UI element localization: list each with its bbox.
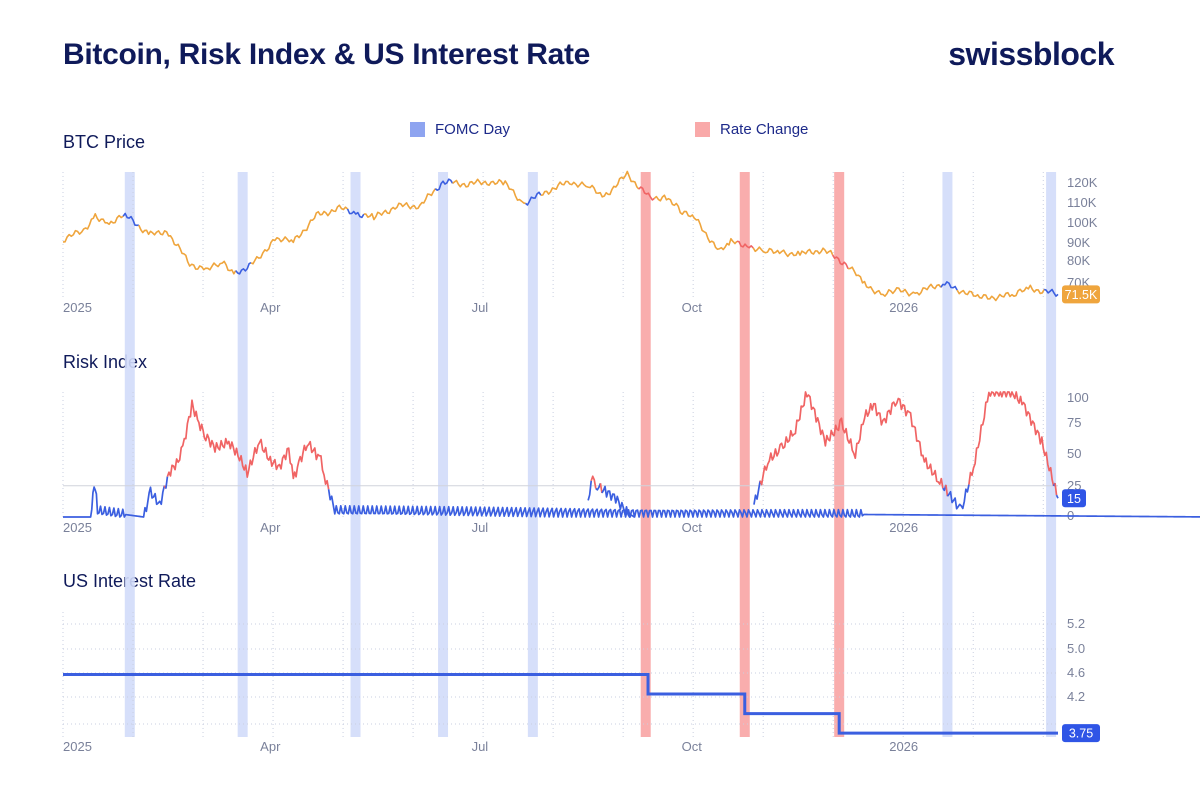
fomc-day-band [237,172,248,737]
btc-price-line [752,246,834,258]
y-tick-label: 100 [1067,390,1089,405]
btc-price-line [138,224,237,275]
btc-price-line [346,208,365,219]
x-tick-label: Jul [472,300,489,315]
risk-index-line [595,482,602,491]
risk-index-line [587,480,593,501]
legend-fomc: FOMC Day [410,121,510,138]
risk-index-line [327,489,1200,518]
x-tick-label: Oct [682,300,703,315]
btc-price-line [540,170,640,198]
last-value-label: 15 [1067,492,1081,506]
last-value-badge [1062,489,1086,508]
x-tick-label: Jul [472,520,489,535]
last-value-badge [1062,724,1100,743]
x-tick-label: 2026 [889,520,918,535]
rate-change-band [640,172,651,737]
risk-index-line [601,485,635,518]
legend-fomc-swatch [410,122,425,137]
btc-price-line [831,254,849,270]
btc-price-line [653,194,738,251]
btc-price-line [434,178,454,191]
y-tick-label: 4.2 [1067,689,1085,704]
y-tick-label: 90K [1067,235,1090,250]
risk-index-line [166,399,330,490]
btc-price-line [363,188,437,221]
risk-index-line [968,391,1055,487]
x-tick-label: Oct [682,739,703,754]
interest-rate-line [63,673,1058,735]
btc-price-line [848,266,942,297]
fomc-day-band [1046,172,1057,737]
risk-index-line [1054,482,1058,496]
risk-index-line [590,475,597,489]
rate-change-band [739,172,750,737]
x-tick-label: 2025 [63,520,92,535]
x-tick-label: Apr [260,300,281,315]
risk-index-line [753,480,761,505]
y-tick-label: 5.2 [1067,616,1085,631]
btc-price-line [956,284,1045,302]
fomc-day-band [527,172,538,737]
x-tick-label: 2025 [63,739,92,754]
btc-price-panel-title: BTC Price [63,132,146,152]
y-tick-label: 120K [1067,175,1098,190]
fomc-day-band [438,172,449,737]
btc-price-line [250,204,349,265]
btc-price-line [940,281,958,291]
fomc-day-band [942,172,953,737]
btc-price-line [1043,288,1059,297]
x-tick-label: Jul [472,739,489,754]
last-value-label: 71.5K [1065,288,1098,302]
x-tick-label: 2025 [63,300,92,315]
risk-index-line [759,391,944,489]
risk-index-line [946,484,970,510]
y-tick-label: 50 [1067,446,1081,461]
fomc-day-band [124,172,135,737]
y-tick-label: 5.0 [1067,641,1085,656]
y-tick-label: 4.6 [1067,665,1085,680]
brand-logo: swissblock [948,36,1114,72]
btc-price-line [235,262,252,275]
rate-change-band [834,172,845,737]
btc-price-line [452,178,526,205]
risk-index-line [63,485,166,518]
fomc-day-band [350,172,361,737]
legend-rate-change-swatch [695,122,710,137]
x-tick-label: Apr [260,520,281,535]
x-tick-label: Apr [260,739,281,754]
x-tick-label: 2026 [889,300,918,315]
x-tick-label: Oct [682,520,703,535]
y-tick-label: 75 [1067,415,1081,430]
y-tick-label: 100K [1067,215,1098,230]
risk-index-line [165,476,169,489]
y-tick-label: 80K [1067,253,1090,268]
btc-price-line [638,186,655,201]
btc-price-line [62,212,124,243]
legend-fomc-label: FOMC Day [435,121,510,138]
chart-title: Bitcoin, Risk Index & US Interest Rate [63,38,591,71]
risk-index-line [599,483,603,494]
last-value-badge [1062,285,1100,304]
x-tick-label: 2026 [889,739,918,754]
legend-rate-change-label: Rate Change [720,121,809,138]
risk-index-line [1055,494,1059,499]
btc-price-line [122,212,139,227]
last-value-label: 3.75 [1069,727,1093,741]
legend-rate-change: Rate Change [695,121,808,138]
btc-price-line [525,191,542,206]
risk-index-line [945,484,949,497]
btc-price-line [736,240,754,249]
y-tick-label: 110K [1067,195,1097,210]
